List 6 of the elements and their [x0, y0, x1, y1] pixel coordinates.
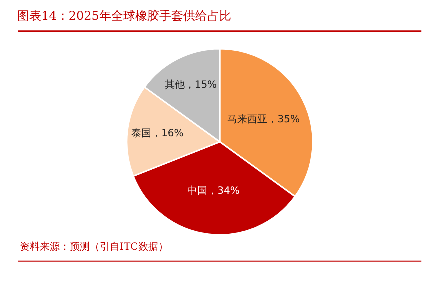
slice-label: 其他，15% [164, 78, 218, 91]
slice-label: 中国，34% [188, 185, 240, 198]
text: 资料来源：预测（引自ITC数据） [20, 241, 168, 253]
slice-label: 马来西亚，35% [228, 114, 300, 126]
slice-label: 泰国，16% [132, 128, 184, 140]
chart-title: 图表14：2025年全球橡胶手套供给占比 [18, 8, 232, 23]
